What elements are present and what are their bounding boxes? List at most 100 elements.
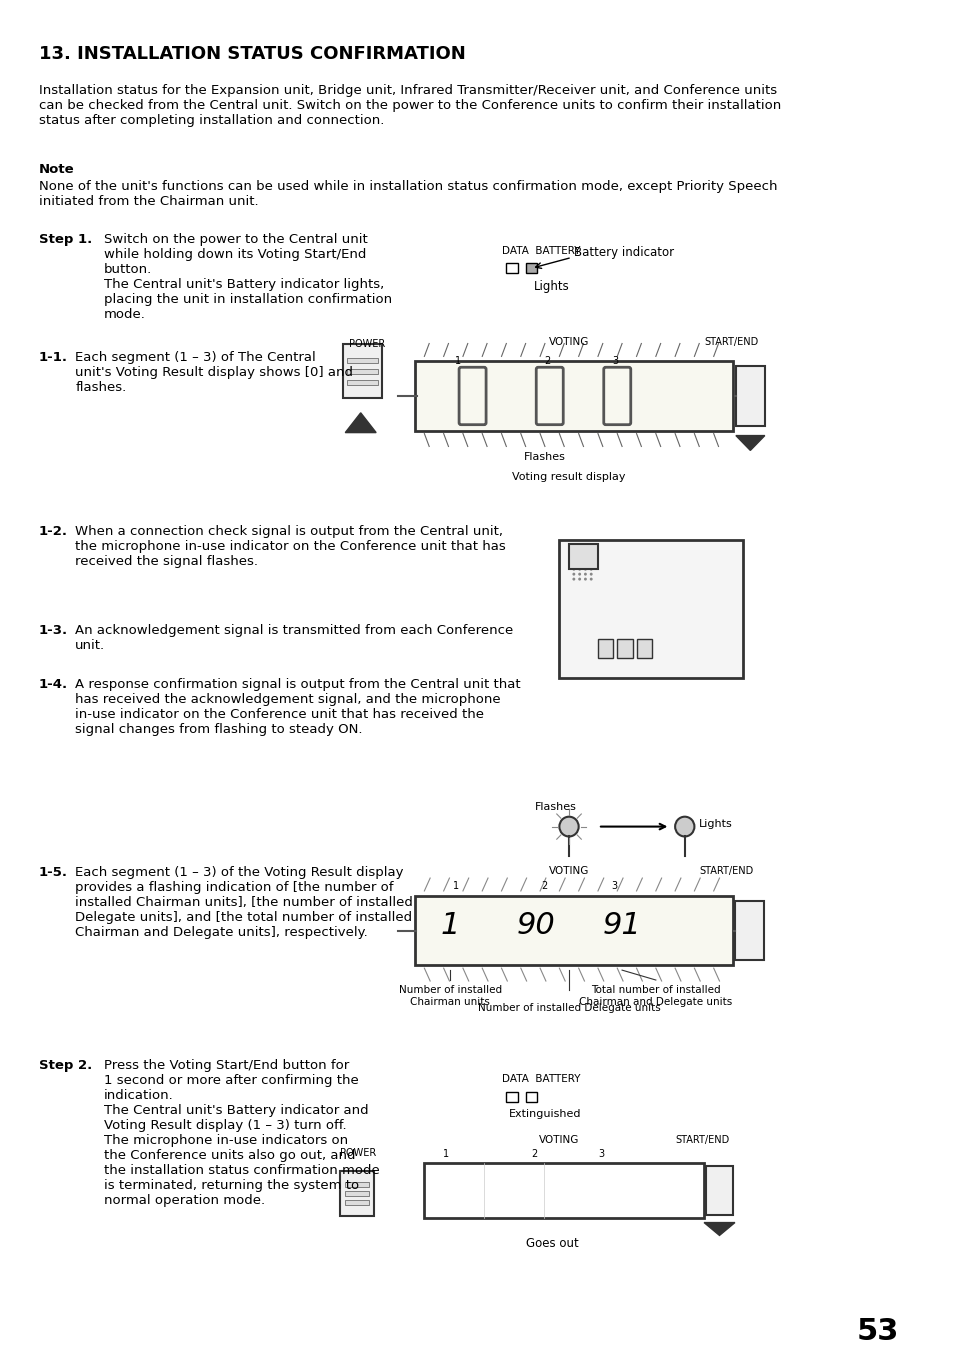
Text: An acknowledgement signal is transmitted from each Conference
unit.: An acknowledgement signal is transmitted… — [75, 624, 513, 652]
Text: START/END: START/END — [703, 336, 758, 347]
Bar — [345, 1183, 369, 1188]
Text: 3: 3 — [598, 1149, 604, 1160]
Bar — [734, 900, 763, 960]
Bar — [525, 1092, 537, 1102]
Text: DATA  BATTERY: DATA BATTERY — [501, 1075, 579, 1084]
Polygon shape — [703, 1223, 734, 1235]
Text: POWER: POWER — [340, 1149, 376, 1158]
Text: 1: 1 — [453, 882, 458, 891]
Text: 2: 2 — [540, 882, 546, 891]
Bar — [347, 358, 377, 363]
Circle shape — [572, 572, 575, 575]
Text: When a connection check signal is output from the Central unit,
the microphone i: When a connection check signal is output… — [75, 525, 505, 567]
Circle shape — [589, 568, 592, 571]
Polygon shape — [735, 436, 764, 451]
Circle shape — [572, 578, 575, 580]
Text: Goes out: Goes out — [526, 1238, 578, 1250]
Circle shape — [583, 558, 586, 560]
Bar — [636, 639, 651, 659]
Text: 91: 91 — [602, 911, 640, 940]
Text: Flashes: Flashes — [523, 452, 565, 463]
Text: DATA  BATTERY: DATA BATTERY — [501, 246, 579, 255]
Circle shape — [583, 563, 586, 566]
Bar — [347, 369, 377, 374]
Circle shape — [583, 578, 586, 580]
Text: A response confirmation signal is output from the Central unit that
has received: A response confirmation signal is output… — [75, 678, 520, 736]
Text: Note: Note — [38, 163, 74, 177]
Bar — [525, 263, 537, 273]
Bar — [340, 1170, 374, 1215]
Text: Extinguished: Extinguished — [509, 1108, 581, 1119]
Bar — [735, 366, 764, 425]
Text: START/END: START/END — [675, 1135, 729, 1145]
Circle shape — [558, 817, 578, 837]
Text: Number of installed Delegate units: Number of installed Delegate units — [477, 1003, 659, 1012]
Circle shape — [578, 572, 580, 575]
Text: Each segment (1 – 3) of the Voting Result display
provides a flashing indication: Each segment (1 – 3) of the Voting Resul… — [75, 867, 413, 940]
Text: 3: 3 — [611, 882, 617, 891]
Text: 53: 53 — [856, 1316, 898, 1346]
Bar — [558, 540, 741, 678]
Text: VOTING: VOTING — [548, 336, 589, 347]
Text: Battery indicator: Battery indicator — [574, 246, 673, 258]
Text: 1-5.: 1-5. — [38, 867, 68, 879]
Text: 13. INSTALLATION STATUS CONFIRMATION: 13. INSTALLATION STATUS CONFIRMATION — [38, 45, 465, 62]
Circle shape — [589, 558, 592, 560]
Text: Voting result display: Voting result display — [512, 472, 625, 482]
Circle shape — [578, 563, 580, 566]
Bar — [617, 639, 632, 659]
Text: 1-2.: 1-2. — [38, 525, 68, 537]
Circle shape — [578, 558, 580, 560]
Bar — [345, 1192, 369, 1196]
Text: Number of installed
Chairman units: Number of installed Chairman units — [398, 986, 501, 1007]
Text: 90: 90 — [517, 911, 555, 940]
Text: None of the unit's functions can be used while in installation status confirmati: None of the unit's functions can be used… — [38, 180, 777, 208]
Bar — [415, 896, 732, 965]
FancyBboxPatch shape — [603, 367, 630, 425]
Bar — [506, 263, 517, 273]
Bar — [343, 343, 381, 398]
Text: Lights: Lights — [534, 281, 570, 293]
Text: Each segment (1 – 3) of The Central
unit's Voting Result display shows [0] and
f: Each segment (1 – 3) of The Central unit… — [75, 351, 353, 394]
Text: POWER: POWER — [349, 339, 385, 348]
Circle shape — [572, 568, 575, 571]
Text: Lights: Lights — [699, 818, 732, 829]
Circle shape — [675, 817, 694, 837]
FancyBboxPatch shape — [458, 367, 486, 425]
Circle shape — [578, 568, 580, 571]
Text: 1-1.: 1-1. — [38, 351, 68, 364]
Circle shape — [578, 578, 580, 580]
Text: 1-4.: 1-4. — [38, 678, 68, 691]
Text: 2: 2 — [531, 1149, 537, 1160]
Polygon shape — [345, 413, 375, 432]
Text: START/END: START/END — [699, 867, 753, 876]
Text: 3: 3 — [612, 356, 618, 366]
Bar — [345, 1200, 369, 1206]
Text: Switch on the power to the Central unit
while holding down its Voting Start/End
: Switch on the power to the Central unit … — [104, 232, 392, 321]
Bar — [705, 1166, 732, 1215]
Text: 1: 1 — [442, 1149, 448, 1160]
Text: Step 2.: Step 2. — [38, 1060, 91, 1072]
Circle shape — [589, 578, 592, 580]
Text: VOTING: VOTING — [538, 1135, 579, 1145]
Bar — [598, 639, 613, 659]
Text: VOTING: VOTING — [548, 867, 589, 876]
Circle shape — [589, 563, 592, 566]
Text: Press the Voting Start/End button for
1 second or more after confirming the
indi: Press the Voting Start/End button for 1 … — [104, 1060, 379, 1207]
FancyBboxPatch shape — [536, 367, 562, 425]
Circle shape — [572, 558, 575, 560]
Bar — [415, 362, 732, 431]
Text: 2: 2 — [544, 356, 551, 366]
Bar — [347, 379, 377, 385]
Text: Step 1.: Step 1. — [38, 232, 91, 246]
Bar — [424, 1164, 703, 1218]
Bar — [568, 544, 598, 570]
Text: 1: 1 — [455, 356, 460, 366]
Text: 1: 1 — [440, 911, 459, 940]
Text: Flashes: Flashes — [535, 802, 577, 811]
Circle shape — [583, 572, 586, 575]
Circle shape — [572, 563, 575, 566]
Circle shape — [583, 568, 586, 571]
Text: Total number of installed
Chairman and Delegate units: Total number of installed Chairman and D… — [578, 986, 732, 1007]
Text: Installation status for the Expansion unit, Bridge unit, Infrared Transmitter/Re: Installation status for the Expansion un… — [38, 84, 780, 127]
